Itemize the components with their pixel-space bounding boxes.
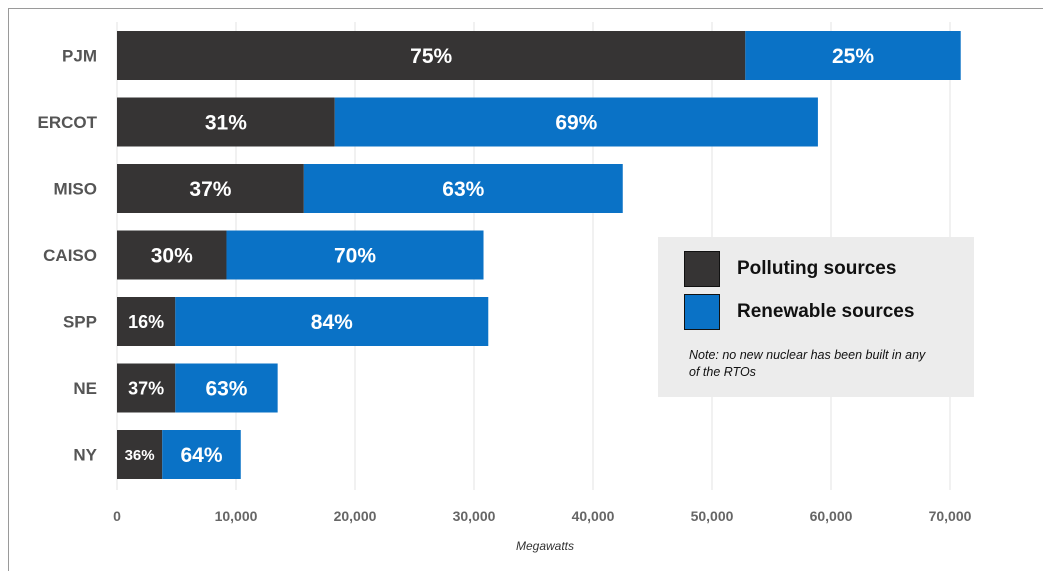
category-label: SPP [63,313,97,332]
bar-value-label: 16% [128,312,164,332]
bar-value-label: 36% [125,447,155,464]
bar-value-label: 64% [180,444,222,467]
category-label: NE [73,379,97,398]
bar-value-label: 63% [442,178,484,201]
x-tick-label: 60,000 [810,508,853,524]
x-tick-label: 20,000 [334,508,377,524]
bar-segment-renewable [303,164,623,213]
category-label: MISO [54,180,97,199]
bar-segment-renewable [745,31,961,80]
bar-value-label: 37% [128,378,164,398]
legend-item-renewable: Renewable sources [684,294,914,330]
chart-frame [8,8,1043,571]
bar-value-label: 25% [832,45,874,68]
legend-label-polluting: Polluting sources [737,258,897,279]
legend-swatch-renewable [684,294,720,330]
bar-value-label: 75% [410,45,452,68]
bar-segment-polluting [117,31,746,80]
bar-segment-polluting [117,430,163,479]
legend: Polluting sources Renewable sources Note… [658,237,974,397]
x-tick-label: 50,000 [691,508,734,524]
x-tick-label: 30,000 [453,508,496,524]
bar-segment-polluting [117,363,176,413]
bar-segment-renewable [162,430,241,479]
x-axis-label: Megawatts [516,539,574,553]
bar-segment-renewable [175,363,278,413]
category-label: NY [73,446,97,465]
legend-label-renewable: Renewable sources [737,301,915,322]
bar-value-label: 37% [189,178,231,201]
bar-value-label: 84% [311,311,353,334]
legend-item-polluting: Polluting sources [684,251,896,287]
category-label: PJM [62,47,97,66]
x-tick-label: 70,000 [929,508,972,524]
x-tick-label: 40,000 [572,508,615,524]
bar-value-label: 63% [205,378,247,401]
bar-segment-renewable [175,297,489,346]
legend-swatch-polluting [684,251,720,287]
x-tick-label: 0 [113,508,121,524]
bar-segment-polluting [117,297,176,346]
category-label: CAISO [43,246,97,265]
bar-value-label: 30% [151,245,193,268]
bar-segment-polluting [117,97,335,147]
bar-segment-renewable [226,230,484,280]
legend-note: Note: no new nuclear has been built in a… [689,348,926,379]
bar-segment-renewable [334,97,818,147]
category-label: ERCOT [38,113,98,132]
category-labels: PJM ERCOT MISO CAISO SPP NE NY [38,47,98,465]
bar-segment-polluting [117,164,304,213]
bar-segment-polluting [117,230,227,280]
bars: 75% 25% 31% 69% 37% 63% 30% 70% 16% 84% 37% 63% 36% 6… [117,31,961,479]
bar-value-label: 31% [205,112,247,135]
x-tick-labels: 0 10,000 20,000 30,000 40,000 50,000 60,000 70,… [113,508,972,524]
bar-value-label: 70% [334,245,376,268]
bar-value-label: 69% [555,112,597,135]
x-tick-label: 10,000 [215,508,258,524]
